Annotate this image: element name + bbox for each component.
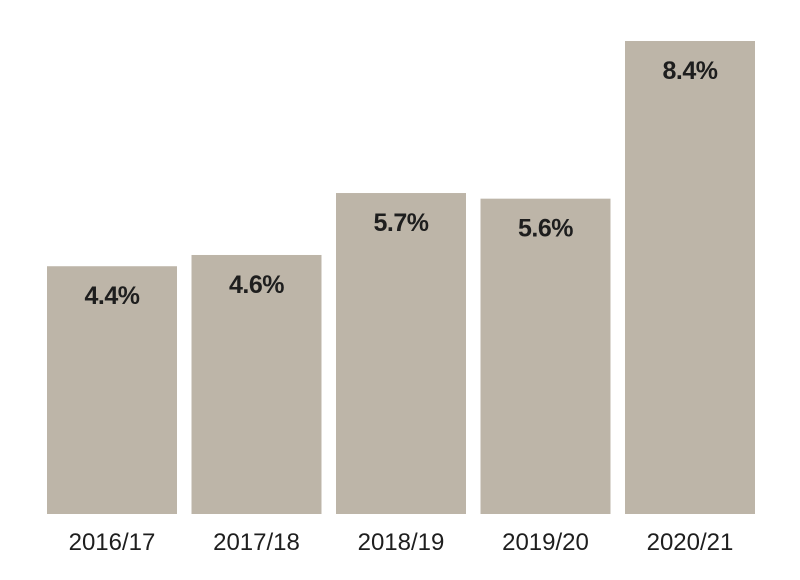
value-label-2020-21: 8.4% xyxy=(663,57,718,85)
value-label-2016-17: 4.4% xyxy=(85,282,140,310)
bar-2016-17 xyxy=(47,266,177,514)
tick-label-2017-18: 2017/18 xyxy=(213,529,300,556)
value-label-2018-19: 5.7% xyxy=(374,209,429,237)
bar-2019-20 xyxy=(480,198,611,514)
value-label-2017-18: 4.6% xyxy=(229,271,284,299)
x-axis-tick-labels: 2016/17 2017/18 2018/19 2019/20 2020/21 xyxy=(69,529,734,556)
value-label-2019-20: 5.6% xyxy=(518,215,573,243)
bar-2020-21 xyxy=(625,41,755,514)
tick-label-2018-19: 2018/19 xyxy=(358,529,445,556)
value-labels-group: 4.4% 4.6% 5.7% 5.6% 8.4% xyxy=(85,57,719,310)
tick-label-2016-17: 2016/17 xyxy=(69,529,156,556)
tick-label-2019-20: 2019/20 xyxy=(502,529,589,556)
bar-2017-18 xyxy=(191,254,322,514)
bars-group xyxy=(47,41,755,515)
bar-2018-19 xyxy=(336,193,466,515)
tick-label-2020-21: 2020/21 xyxy=(647,529,734,556)
